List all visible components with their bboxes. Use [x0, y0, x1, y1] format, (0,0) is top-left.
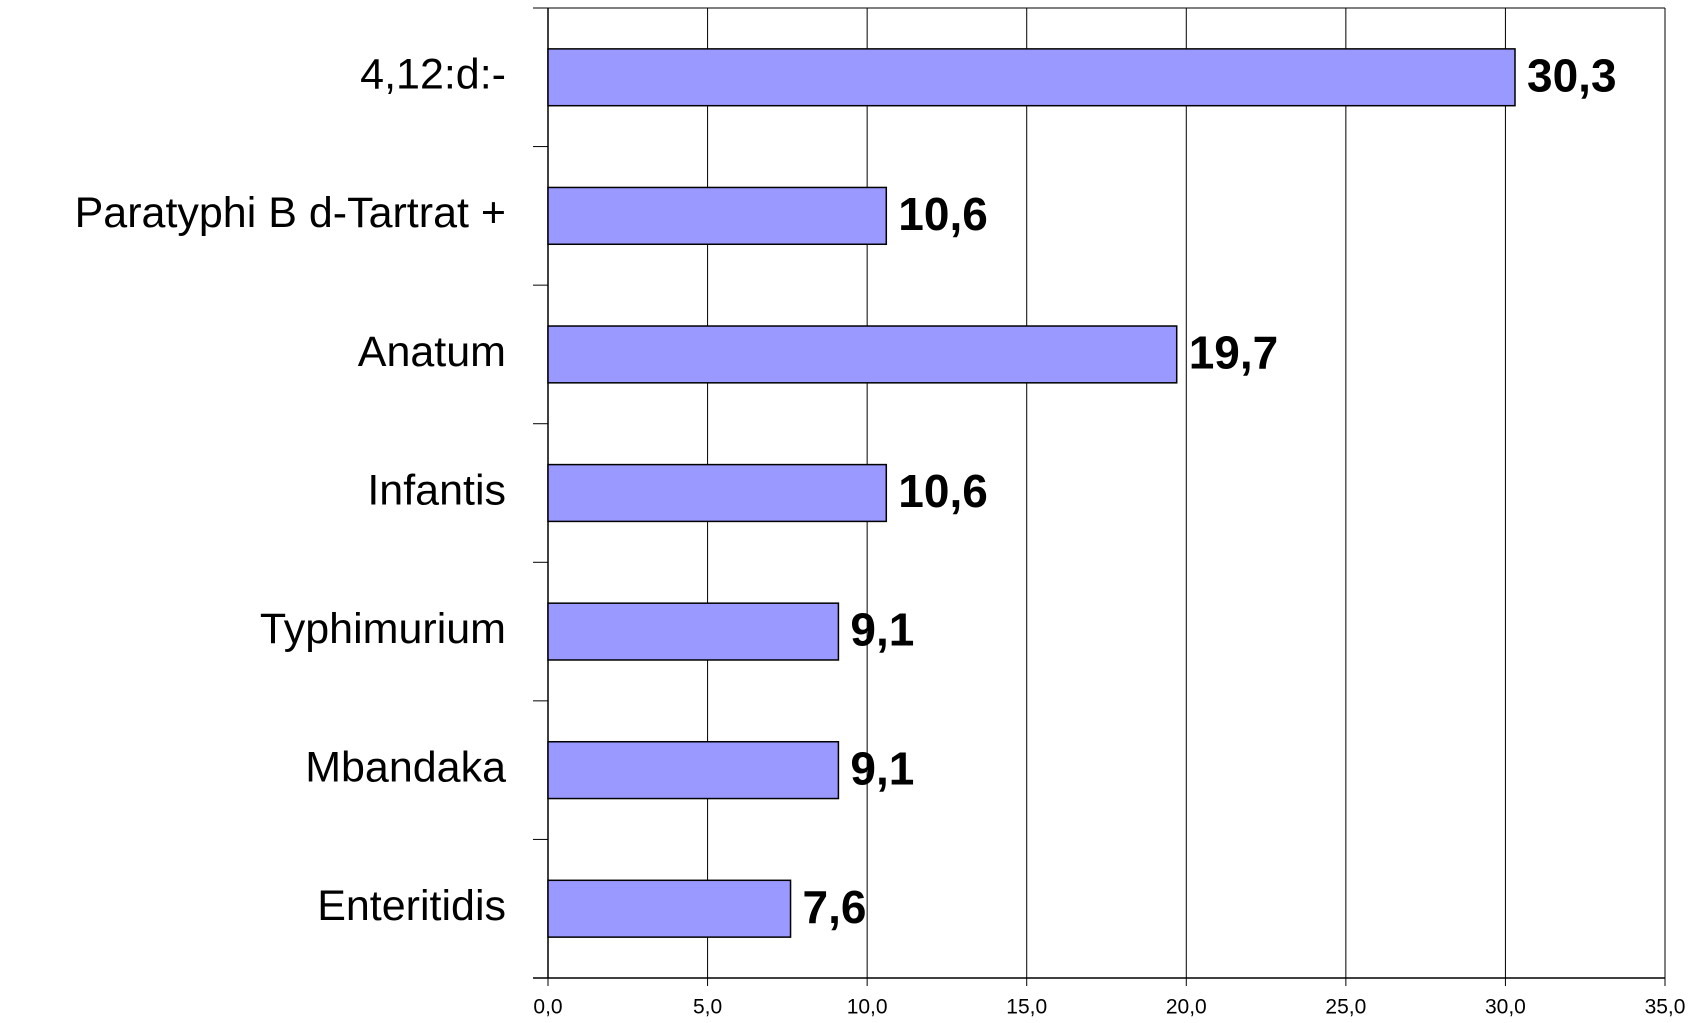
- value-label: 9,1: [850, 604, 914, 656]
- bar: [547, 602, 840, 661]
- x-tick-label: 30,0: [1485, 996, 1526, 1019]
- category-label: Typhimurium: [260, 605, 506, 653]
- bar: [547, 48, 1516, 107]
- category-label: 4,12:d:-: [360, 51, 506, 99]
- category-label: Infantis: [367, 466, 506, 514]
- x-tick-label: 10,0: [847, 996, 888, 1019]
- x-tick-label: 20,0: [1166, 996, 1207, 1019]
- x-tick-label: 15,0: [1006, 996, 1047, 1019]
- category-label: Paratyphi B d-Tartrat +: [75, 189, 506, 237]
- bar: [547, 325, 1178, 384]
- value-label: 19,7: [1189, 327, 1279, 379]
- bar: [547, 463, 888, 523]
- bar: [547, 186, 888, 246]
- value-label: 10,6: [898, 188, 988, 240]
- category-label: Anatum: [358, 328, 506, 376]
- value-label: 9,1: [850, 742, 914, 794]
- x-tick-label: 5,0: [693, 996, 722, 1019]
- category-label: Mbandaka: [305, 744, 506, 792]
- x-tick-label: 25,0: [1325, 996, 1366, 1019]
- x-tick-label: 0,0: [533, 996, 562, 1019]
- x-tick-label: 35,0: [1645, 996, 1686, 1019]
- bar: [547, 879, 792, 938]
- value-label: 30,3: [1527, 49, 1617, 101]
- value-label: 7,6: [803, 881, 867, 933]
- bar: [547, 740, 840, 800]
- category-label: Enteritidis: [317, 882, 506, 930]
- value-label: 10,6: [898, 465, 988, 517]
